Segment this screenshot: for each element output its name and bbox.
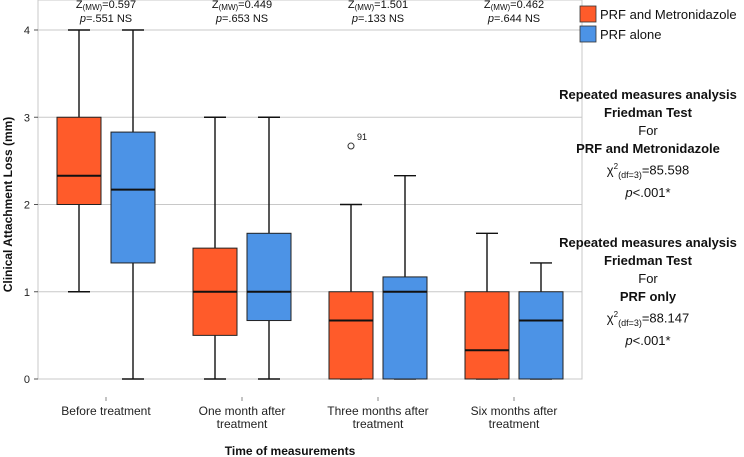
panel-for: For bbox=[638, 271, 658, 286]
y-tick-label: 2 bbox=[24, 200, 30, 212]
x-category-label: treatment bbox=[353, 417, 404, 431]
iqr-box bbox=[382, 276, 428, 380]
panel-p-value: p<.001* bbox=[625, 184, 671, 200]
iqr-box bbox=[464, 291, 510, 380]
box-prf-alone-1 bbox=[246, 116, 292, 380]
mann-whitney-z: Z(MW)=0.462 bbox=[484, 0, 544, 12]
panel-group: PRF only bbox=[619, 289, 677, 304]
panel-title: Repeated measures analysis bbox=[559, 87, 737, 102]
iqr-box bbox=[246, 232, 292, 322]
panel-p-value: p<.001* bbox=[625, 332, 671, 348]
box-prf-alone-0 bbox=[110, 29, 156, 380]
panel-chi-square: χ2(df=3)=88.147 bbox=[606, 310, 690, 328]
y-axis-title: Clinical Attachment Loss (mm) bbox=[1, 117, 15, 293]
mann-whitney-p: p=.644 NS bbox=[487, 13, 540, 25]
outlier-label: 91 bbox=[357, 132, 367, 142]
legend-swatch bbox=[579, 5, 597, 23]
y-tick-label: 0 bbox=[24, 374, 30, 386]
legend-swatch bbox=[579, 25, 597, 43]
box-prf-metronidazole-2: 91 bbox=[328, 132, 374, 380]
axes: 0 1 2 3 4 Clinical Attachment Loss (mm) Time o… bbox=[1, 25, 515, 457]
legend-label: PRF alone bbox=[600, 27, 661, 42]
box-prf-metronidazole-1 bbox=[192, 116, 238, 380]
mann-whitney-z: Z(MW)=1.501 bbox=[348, 0, 408, 12]
iqr-box bbox=[110, 131, 156, 264]
x-category-label: treatment bbox=[489, 417, 540, 431]
mann-whitney-p: p=.653 NS bbox=[215, 13, 268, 25]
mann-whitney-p: p=.551 NS bbox=[79, 13, 132, 25]
panel-test-name: Friedman Test bbox=[604, 253, 692, 268]
panel-group: PRF and Metronidazole bbox=[576, 141, 720, 156]
y-tick-label: 1 bbox=[24, 287, 30, 299]
box-prf-alone-3 bbox=[518, 262, 564, 380]
panel-chi-square: χ2(df=3)=85.598 bbox=[606, 162, 690, 180]
box-prf-alone-2 bbox=[382, 175, 428, 380]
x-category-label: Six months after bbox=[471, 404, 558, 418]
x-category-label: One month after bbox=[199, 404, 286, 418]
iqr-box bbox=[328, 291, 374, 380]
boxes: 91 bbox=[56, 29, 564, 380]
box-prf-metronidazole-3 bbox=[464, 232, 510, 380]
outlier-point bbox=[347, 142, 355, 150]
panel-for: For bbox=[638, 123, 658, 138]
iqr-box bbox=[56, 116, 102, 205]
y-tick-label: 4 bbox=[24, 25, 30, 37]
x-category-label: treatment bbox=[217, 417, 268, 431]
y-tick-label: 3 bbox=[24, 112, 30, 124]
legend: PRF and Metronidazole PRF alone bbox=[579, 5, 737, 43]
x-category-label: Three months after bbox=[327, 404, 428, 418]
friedman-panel-prf-metronidazole: Repeated measures analysis Friedman Test… bbox=[552, 86, 744, 202]
iqr-box bbox=[518, 291, 564, 380]
mann-whitney-z: Z(MW)=0.597 bbox=[76, 0, 136, 12]
mann-whitney-z: Z(MW)=0.449 bbox=[212, 0, 272, 12]
legend-label: PRF and Metronidazole bbox=[600, 7, 737, 22]
x-category-label: Before treatment bbox=[61, 404, 151, 418]
panel-test-name: Friedman Test bbox=[604, 105, 692, 120]
x-axis-title: Time of measurements bbox=[225, 444, 356, 457]
box-prf-metronidazole-0 bbox=[56, 29, 102, 293]
panel-title: Repeated measures analysis bbox=[559, 235, 737, 250]
mann-whitney-p: p=.133 NS bbox=[351, 13, 404, 25]
friedman-panel-prf-only: Repeated measures analysis Friedman Test… bbox=[552, 234, 744, 350]
